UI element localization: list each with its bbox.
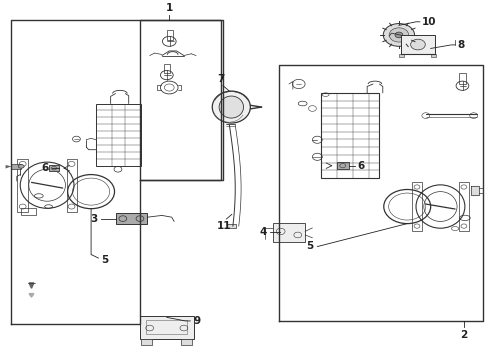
Text: 9: 9 (193, 316, 200, 326)
Text: 7: 7 (217, 74, 224, 84)
Circle shape (389, 28, 409, 42)
Bar (164, 64, 170, 73)
Bar (116, 213, 147, 224)
Text: 2: 2 (460, 330, 467, 340)
Bar (147, 320, 187, 334)
Bar (401, 35, 435, 54)
Bar (11, 164, 21, 169)
Bar (321, 93, 379, 178)
Text: 10: 10 (422, 17, 437, 27)
Ellipse shape (212, 91, 250, 123)
Text: 8: 8 (458, 40, 465, 50)
Bar (459, 73, 466, 84)
Bar (142, 339, 152, 345)
Polygon shape (29, 294, 34, 297)
Text: 6: 6 (357, 161, 365, 171)
Bar (96, 104, 141, 166)
Bar (49, 165, 59, 171)
Circle shape (395, 32, 403, 38)
Bar (167, 30, 173, 40)
Text: 11: 11 (217, 221, 232, 231)
Bar (459, 182, 469, 231)
Polygon shape (471, 186, 479, 195)
Bar (67, 159, 77, 212)
Bar (399, 54, 404, 57)
Bar (17, 159, 27, 212)
Text: 4: 4 (260, 228, 267, 238)
Text: 6: 6 (41, 163, 49, 173)
Bar (181, 339, 192, 345)
Circle shape (383, 24, 415, 46)
Bar (337, 162, 349, 169)
Polygon shape (5, 165, 11, 168)
Bar (412, 182, 422, 231)
Bar (21, 208, 36, 215)
Polygon shape (29, 283, 34, 288)
Bar (431, 54, 436, 57)
Text: 5: 5 (101, 255, 108, 265)
Ellipse shape (219, 96, 244, 118)
Bar (273, 222, 305, 242)
Bar (140, 316, 194, 339)
Circle shape (411, 39, 425, 50)
Ellipse shape (18, 165, 24, 168)
Text: 1: 1 (166, 3, 173, 13)
Text: 5: 5 (306, 241, 314, 251)
Text: 3: 3 (90, 213, 98, 224)
Bar (227, 224, 236, 228)
